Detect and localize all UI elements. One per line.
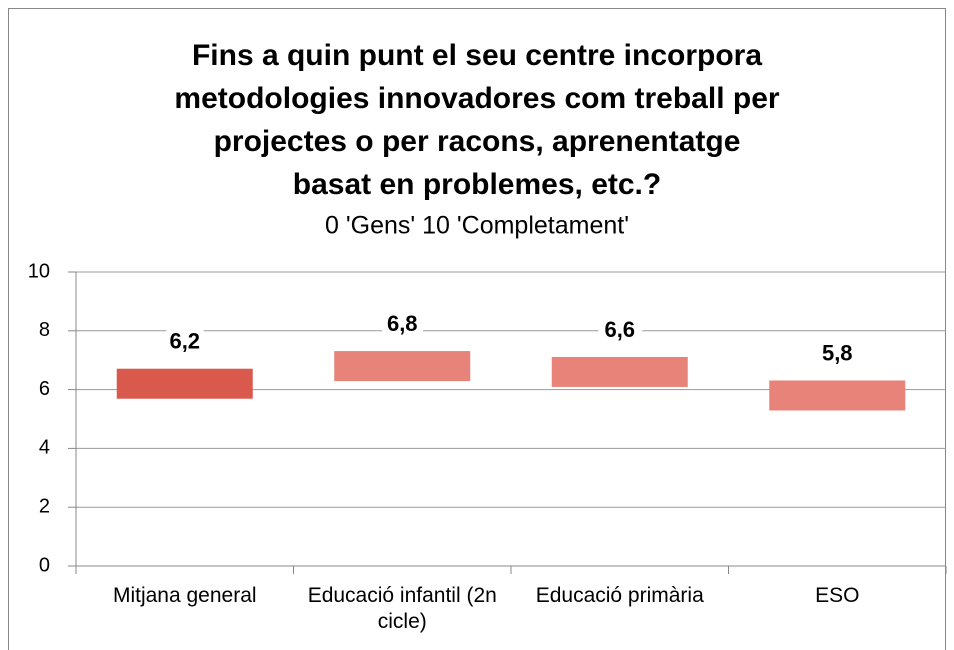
bar <box>551 356 688 387</box>
chart-title: metodologies innovadores com treball per <box>174 82 779 115</box>
bar <box>116 368 253 399</box>
x-tick-label: Educació infantil (2n cicle) <box>307 584 497 633</box>
chart-title: projectes o per racons, aprenentatge <box>214 125 741 158</box>
chart-border <box>8 8 946 650</box>
data-label: 6,6 <box>604 317 635 342</box>
chart-subtitle: 0 'Gens' 10 'Completament' <box>325 212 629 240</box>
bar <box>334 351 471 382</box>
chart-title: Fins a quin punt el seu centre incorpora <box>192 39 762 72</box>
y-tick-label: 2 <box>39 495 50 517</box>
y-tick-label: 6 <box>39 378 50 400</box>
bar <box>769 380 906 411</box>
x-tick-label: Educació primària <box>535 584 704 607</box>
y-tick-label: 0 <box>39 554 50 576</box>
y-tick-label: 8 <box>39 319 50 341</box>
data-label: 6,2 <box>169 329 200 354</box>
chart-title: basat en problemes, etc.? <box>293 168 661 201</box>
x-tick-label: ESO <box>815 584 860 607</box>
data-label: 5,8 <box>822 340 853 365</box>
y-tick-label: 4 <box>39 437 50 459</box>
y-tick-label: 10 <box>28 260 50 282</box>
x-tick-label: Mitjana general <box>112 584 257 607</box>
data-label: 6,8 <box>387 311 418 336</box>
